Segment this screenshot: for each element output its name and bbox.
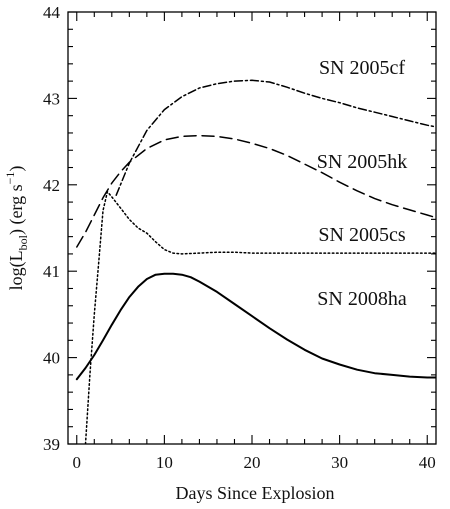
series-label-sn-2005hk: SN 2005hk	[317, 151, 408, 173]
series-label-sn-2008ha: SN 2008ha	[317, 288, 407, 310]
y-tick-label: 39	[43, 435, 60, 454]
x-axis-title: Days Since Explosion	[176, 483, 335, 503]
y-axis-title-suffix: )	[6, 166, 27, 172]
series-label-sn-2005cs: SN 2005cs	[318, 224, 405, 246]
y-tick-label: 41	[43, 262, 60, 281]
x-tick-label: 10	[156, 453, 173, 472]
series-label-sn-2005cf: SN 2005cf	[319, 57, 405, 79]
y-tick-label: 43	[43, 89, 60, 108]
y-tick-label: 40	[43, 349, 60, 368]
x-tick-label: 0	[73, 453, 82, 472]
y-axis-title-superscript: −1	[3, 172, 17, 185]
y-tick-label: 44	[43, 3, 61, 22]
x-tick-label: 30	[331, 453, 348, 472]
series-line-sn-2005cf	[115, 79, 436, 196]
y-axis-title-subscript: bol	[16, 234, 30, 250]
y-tick-label: 42	[43, 176, 60, 195]
x-tick-label: 40	[419, 453, 436, 472]
x-tick-label: 20	[244, 453, 261, 472]
series-line-sn-2005hk	[76, 134, 436, 248]
y-axis-title: log(Lbol) (erg s−1)	[3, 166, 30, 291]
y-axis-title-middle: ) (erg s	[6, 184, 27, 235]
series-labels: SN 2005cf SN 2005hk SN 2005cs SN 2008ha	[317, 57, 408, 310]
ticks-layer: 0 10 20 30 40 39 40 41 42 43 44	[43, 3, 436, 472]
series-layer	[75, 79, 436, 444]
y-axis-title-prefix: log(L	[6, 250, 27, 290]
series-line-sn-2008ha	[75, 272, 436, 381]
series-line-sn-2005cs	[84, 190, 436, 444]
